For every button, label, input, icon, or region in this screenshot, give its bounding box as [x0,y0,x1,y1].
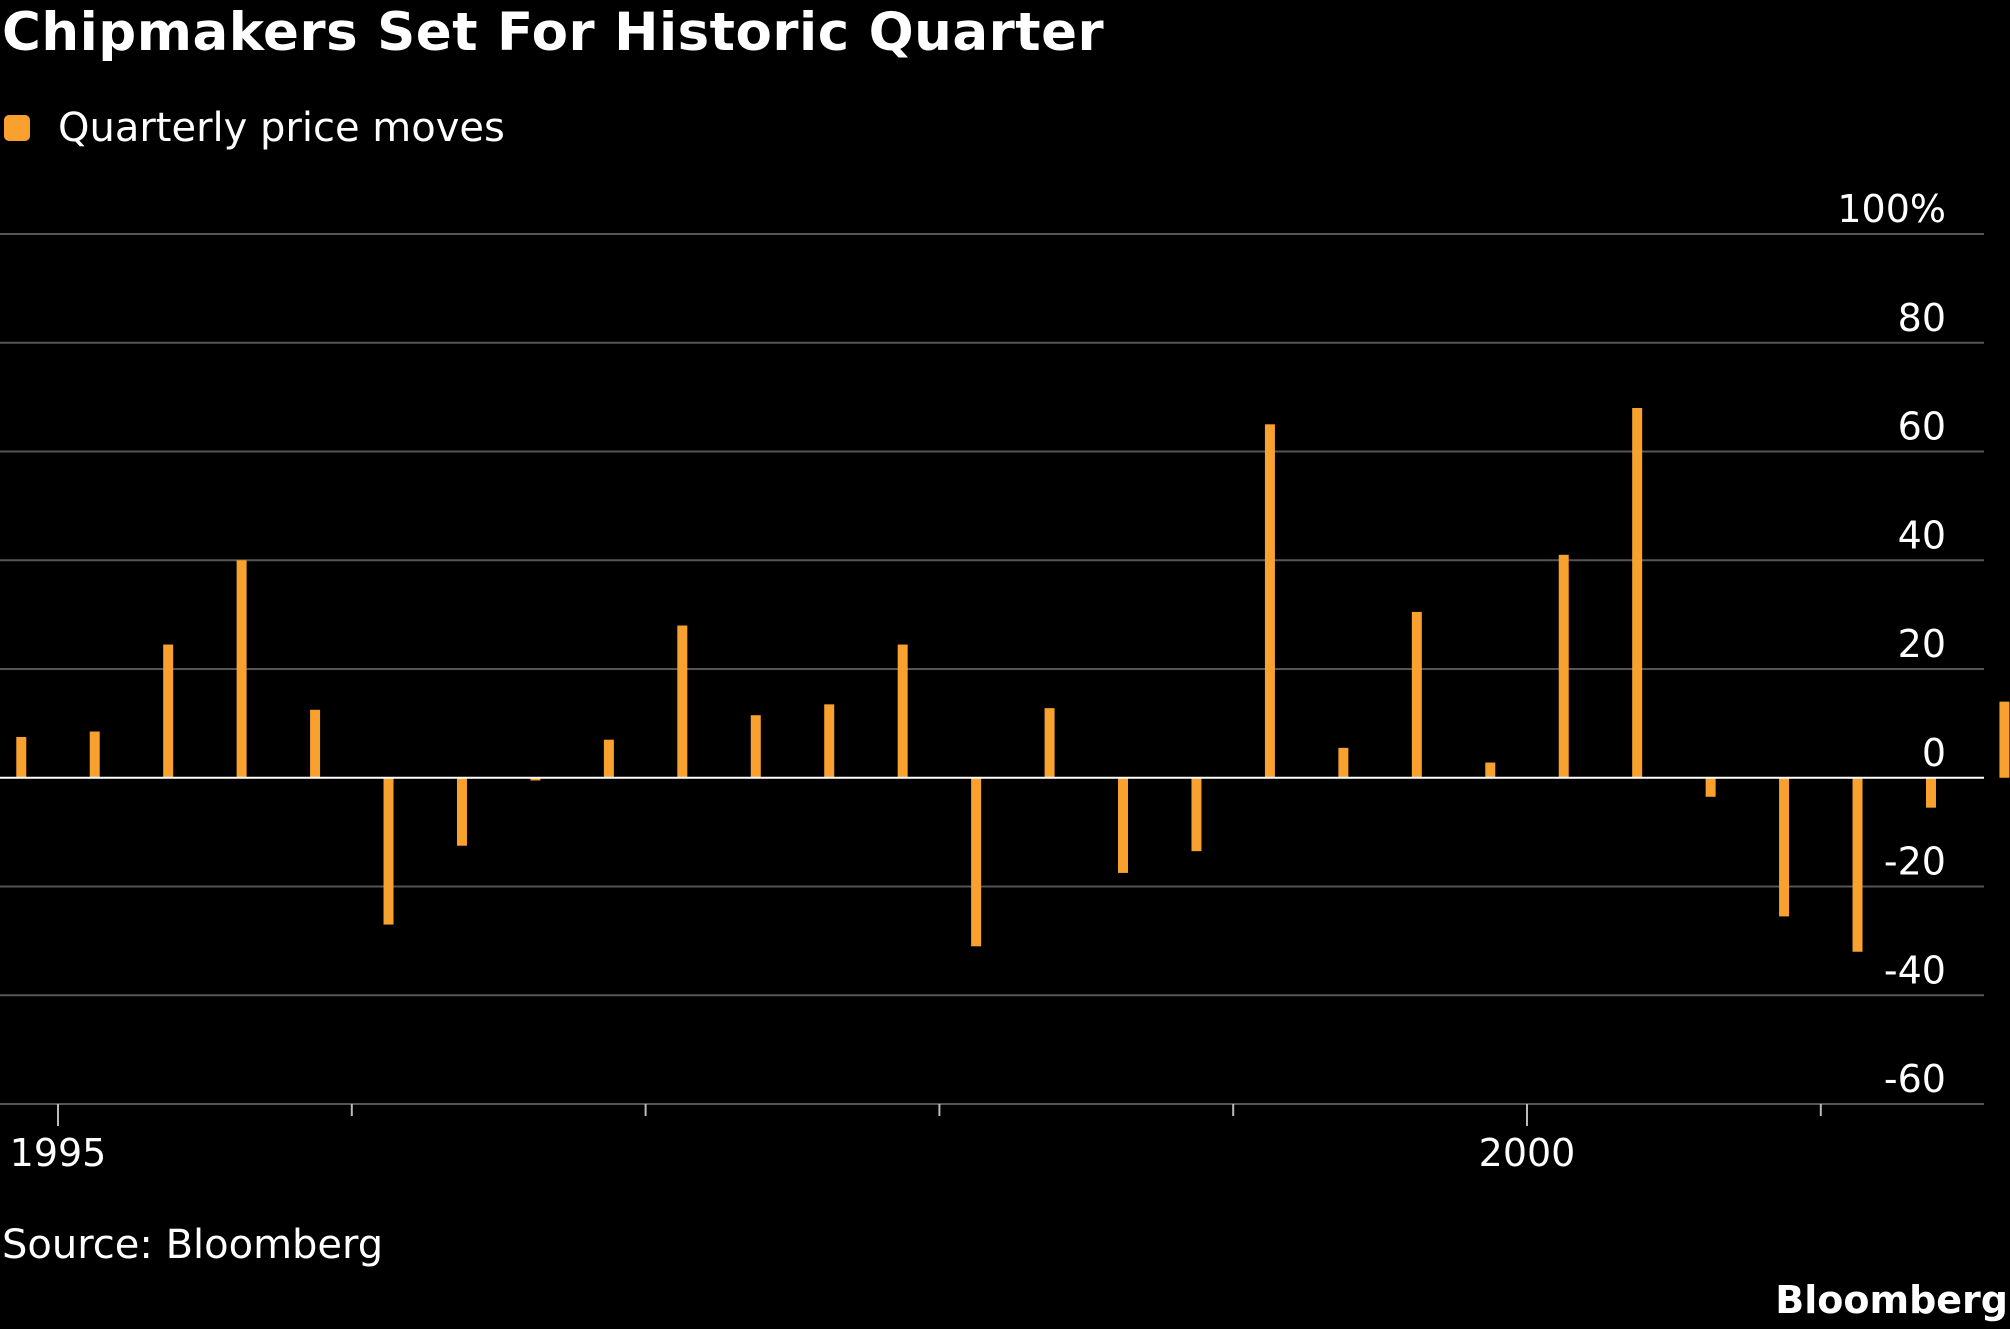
bar [971,777,982,947]
y-tick-label: -20 [1884,840,1946,884]
bar [383,777,394,925]
bar [824,704,835,778]
bar [1852,777,1863,952]
bar [16,736,27,778]
y-tick-label: -60 [1884,1057,1946,1101]
bar [1264,424,1275,778]
bar [530,777,541,781]
bar [677,625,688,778]
bar [1705,777,1716,797]
y-tick-label: 20 [1898,622,1946,666]
bloomberg-logo: Bloomberg [1775,1278,2008,1322]
bar [1999,701,2010,778]
y-tick-label: 0 [1922,731,1946,775]
bar [456,777,467,846]
bar [1925,777,1936,808]
bar [1044,708,1055,778]
x-tick-label: 2000 [1479,1131,1576,1175]
y-tick-label: 80 [1898,296,1946,340]
bar [1118,777,1129,873]
y-tick-label: 60 [1898,405,1946,449]
bar [310,709,321,778]
legend-swatch [4,115,30,141]
bar [1411,611,1422,778]
bar [163,644,174,778]
bar [750,715,761,778]
source-note: Source: Bloomberg [2,1222,384,1268]
y-tick-label: 100% [1837,187,1946,231]
bar [1558,554,1569,778]
legend: Quarterly price moves [4,104,505,152]
bar [1779,777,1790,917]
chart-title: Chipmakers Set For Historic Quarter [2,2,1105,63]
bar [89,731,100,778]
bar [897,644,908,778]
x-tick-label: 1995 [10,1131,107,1175]
bar [236,560,247,778]
y-tick-label: 40 [1898,513,1946,557]
legend-label: Quarterly price moves [58,105,505,151]
bar [1338,747,1349,778]
y-tick-label: -40 [1884,948,1946,992]
bar [1191,777,1202,852]
bar [603,739,614,778]
bar [1632,408,1643,778]
bar [1485,762,1496,778]
